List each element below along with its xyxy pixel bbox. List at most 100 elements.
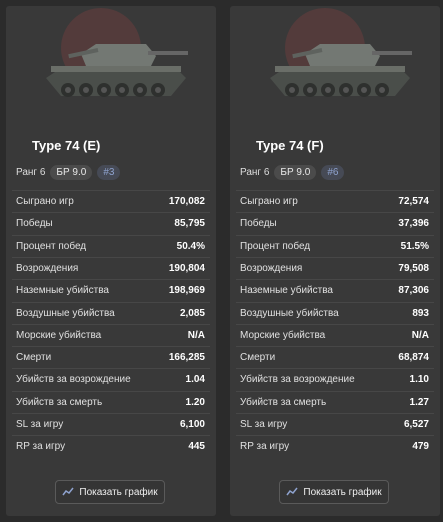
stat-value: 893 bbox=[412, 307, 429, 319]
stat-value: 2,085 bbox=[179, 307, 205, 319]
button-label: Показать график bbox=[79, 486, 158, 498]
stat-value: 445 bbox=[188, 441, 205, 453]
stat-label: Смерти bbox=[16, 352, 52, 364]
separator bbox=[236, 323, 434, 325]
stat-row: Убийств за смерть 1.27 bbox=[230, 392, 440, 414]
separator bbox=[236, 190, 434, 191]
position: #6 bbox=[321, 164, 345, 180]
vehicle-title: Type 74 (E) bbox=[32, 138, 101, 153]
stat-value: 190,804 bbox=[168, 262, 205, 274]
stat-row: Процент побед 51.5% bbox=[230, 236, 440, 258]
stat-row: Возрождения 190,804 bbox=[6, 258, 216, 280]
rank: Ранг 6 bbox=[16, 166, 46, 178]
stat-value: 479 bbox=[412, 441, 429, 453]
stat-row: Убийств за смерть 1.20 bbox=[6, 392, 216, 414]
stat-row: SL за игру 6,527 bbox=[230, 414, 440, 436]
separator bbox=[236, 279, 434, 281]
separator bbox=[236, 435, 434, 437]
show-chart-button[interactable]: Показать график bbox=[55, 480, 165, 504]
stat-value: 166,285 bbox=[168, 352, 205, 364]
tank-image-area bbox=[6, 6, 216, 131]
separator bbox=[12, 390, 210, 392]
stat-row: Победы 37,396 bbox=[230, 213, 440, 235]
stat-label: Убийств за смерть bbox=[240, 396, 327, 408]
separator bbox=[12, 256, 210, 258]
stat-label: Наземные убийства bbox=[16, 285, 109, 297]
stat-label: Убийств за смерть bbox=[16, 396, 103, 408]
stat-row: Сыграно игр 72,574 bbox=[230, 191, 440, 213]
rank-row: Ранг 6 БР 9.0 #3 bbox=[16, 164, 121, 180]
stat-label: Возрождения bbox=[240, 262, 303, 274]
separator bbox=[12, 435, 210, 437]
stat-value: 1.10 bbox=[409, 374, 429, 386]
stat-label: Процент побед bbox=[240, 240, 311, 252]
stat-label: Смерти bbox=[240, 352, 276, 364]
separator bbox=[12, 234, 210, 236]
stat-value: 85,795 bbox=[174, 218, 205, 230]
stat-row: Воздушные убийства 893 bbox=[230, 303, 440, 325]
separator bbox=[236, 212, 434, 214]
separator bbox=[12, 413, 210, 414]
separator bbox=[236, 413, 434, 414]
stat-label: Сыграно игр bbox=[240, 196, 298, 207]
stat-value: 198,969 bbox=[168, 285, 205, 297]
stat-value: 68,874 bbox=[398, 352, 429, 364]
stat-value: 6,100 bbox=[179, 419, 205, 430]
stat-label: Победы bbox=[240, 218, 277, 230]
stat-value: 6,527 bbox=[403, 419, 429, 430]
stat-row: SL за игру 6,100 bbox=[6, 414, 216, 436]
chart-icon bbox=[286, 487, 298, 496]
separator bbox=[236, 256, 434, 258]
separator bbox=[236, 368, 434, 370]
vehicle-card: Type 74 (E) Ранг 6 БР 9.0 #3 Сыграно игр 170,… bbox=[6, 6, 216, 516]
stat-label: RP за игру bbox=[240, 441, 290, 453]
stat-label: SL за игру bbox=[240, 419, 288, 430]
stat-value: N/A bbox=[187, 329, 205, 341]
separator bbox=[12, 190, 210, 191]
separator bbox=[236, 234, 434, 236]
stat-row: Морские убийства N/A bbox=[6, 325, 216, 347]
button-label: Показать график bbox=[303, 486, 382, 498]
chart-icon bbox=[62, 487, 74, 496]
position: #3 bbox=[97, 164, 121, 180]
stat-value: 87,306 bbox=[398, 285, 429, 297]
separator bbox=[12, 346, 210, 348]
stat-label: Убийств за возрождение bbox=[16, 374, 131, 386]
stat-label: Наземные убийства bbox=[240, 285, 333, 297]
stat-value: 50.4% bbox=[176, 240, 205, 252]
separator bbox=[12, 212, 210, 214]
tank-image bbox=[46, 8, 188, 97]
stat-value: 79,508 bbox=[398, 262, 429, 274]
separator bbox=[12, 279, 210, 281]
tank-image bbox=[270, 8, 412, 97]
stat-row: Победы 85,795 bbox=[6, 213, 216, 235]
separator bbox=[236, 301, 434, 303]
stat-value: 1.04 bbox=[185, 374, 205, 386]
separator bbox=[236, 390, 434, 392]
stat-row: RP за игру 445 bbox=[6, 436, 216, 458]
rank: Ранг 6 bbox=[240, 166, 270, 178]
stat-label: Воздушные убийства bbox=[240, 307, 339, 319]
stat-row: Наземные убийства 87,306 bbox=[230, 280, 440, 302]
separator bbox=[236, 346, 434, 348]
show-chart-button[interactable]: Показать график bbox=[279, 480, 389, 504]
stat-label: SL за игру bbox=[16, 419, 64, 430]
separator bbox=[12, 368, 210, 370]
stat-row: Воздушные убийства 2,085 bbox=[6, 303, 216, 325]
stat-value: N/A bbox=[411, 329, 429, 341]
stat-row: Убийств за возрождение 1.10 bbox=[230, 369, 440, 391]
separator bbox=[12, 323, 210, 325]
stat-label: Морские убийства bbox=[240, 329, 326, 341]
tank-image-area bbox=[230, 6, 440, 131]
stat-row: Возрождения 79,508 bbox=[230, 258, 440, 280]
stat-label: Убийств за возрождение bbox=[240, 374, 355, 386]
stat-value: 37,396 bbox=[398, 218, 429, 230]
stat-row: Морские убийства N/A bbox=[230, 325, 440, 347]
stat-value: 1.27 bbox=[409, 396, 429, 408]
battle-rating: БР 9.0 bbox=[274, 164, 317, 180]
vehicle-title: Type 74 (F) bbox=[256, 138, 324, 153]
stat-row: Убийств за возрождение 1.04 bbox=[6, 369, 216, 391]
battle-rating: БР 9.0 bbox=[50, 164, 93, 180]
separator bbox=[12, 301, 210, 303]
